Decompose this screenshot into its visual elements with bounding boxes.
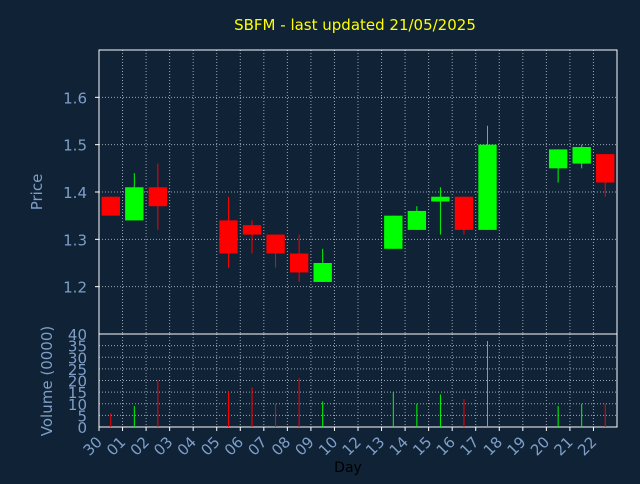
candle-body <box>148 187 168 207</box>
x-axis-label: Day <box>334 460 362 476</box>
volume-tick-label: 25 <box>68 361 87 379</box>
chart-title: SBFM - last updated 21/05/2025 <box>234 16 476 34</box>
candle-body <box>384 215 403 249</box>
candle-body <box>101 196 120 216</box>
price-tick-label: 1.3 <box>63 231 87 249</box>
candle-body <box>454 196 474 230</box>
volume-tick-label: 10 <box>68 396 87 414</box>
candle-body <box>266 234 285 254</box>
candle-body <box>407 210 427 230</box>
candle-body <box>548 149 568 169</box>
volume-tick-label: 5 <box>77 407 87 425</box>
volume-y-axis-label: Volume (0000) <box>38 326 56 436</box>
candle-body <box>596 154 615 183</box>
volume-tick-label: 30 <box>68 349 87 367</box>
candle-body <box>219 220 238 254</box>
candle-body <box>242 225 262 235</box>
price-tick-label: 1.2 <box>63 279 87 297</box>
volume-tick-label: 35 <box>68 338 87 356</box>
candle-body <box>313 263 332 282</box>
price-tick-label: 1.4 <box>63 184 87 202</box>
candle-body <box>289 253 309 273</box>
price-tick-label: 1.5 <box>63 137 87 155</box>
candle-body <box>125 187 144 221</box>
candle-body <box>478 144 497 230</box>
volume-tick-label: 0 <box>77 419 87 437</box>
volume-tick-label: 15 <box>68 384 87 402</box>
candle-body <box>572 147 591 164</box>
price-panel: 1.2 1.3 1.4 1.5 1.6 <box>63 49 618 335</box>
price-tick-label: 1.6 <box>63 89 87 107</box>
volume-tick-label: 40 <box>68 326 87 344</box>
price-y-axis-label: Price <box>28 174 46 211</box>
candle-body <box>431 196 450 202</box>
volume-tick-label: 20 <box>68 373 87 391</box>
